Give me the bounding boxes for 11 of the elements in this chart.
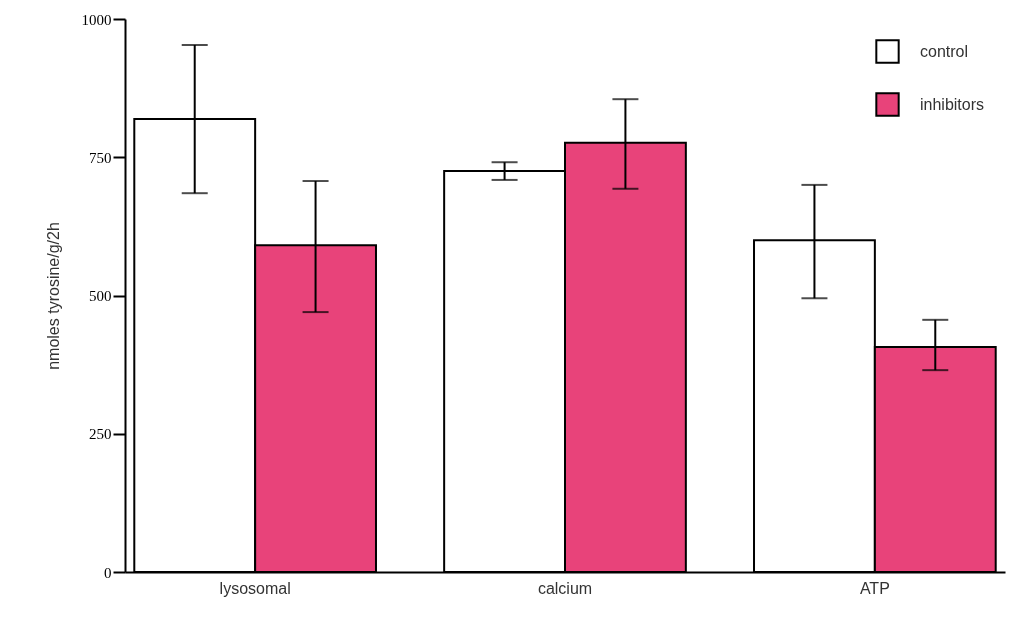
y-axis-title: nmoles tyrosine/g/2h — [44, 222, 62, 370]
y-tick-label: 250 — [89, 426, 112, 443]
y-tick-label: 750 — [89, 149, 112, 166]
y-tick-label: 500 — [89, 288, 112, 304]
x-tick-label: calcium — [537, 579, 593, 597]
x-tick-label: ATP — [859, 579, 890, 597]
legend-label: inhibitors — [920, 95, 985, 113]
legend-label: control — [920, 42, 969, 60]
y-tick-label: 0 — [104, 564, 112, 581]
x-tick-label: lysosomal — [219, 579, 291, 597]
y-tick-label: 1000 — [81, 11, 112, 28]
